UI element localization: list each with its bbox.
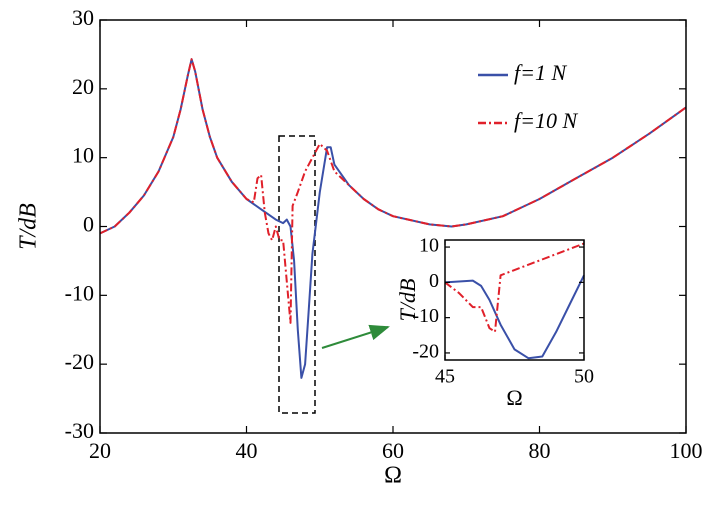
y-axis-label: T/dB xyxy=(16,203,42,250)
series-line xyxy=(99,58,687,324)
axes-frame xyxy=(444,239,585,361)
inset-background xyxy=(445,240,584,360)
y-tick-label: 10 xyxy=(72,143,94,168)
x-tick-label: 40 xyxy=(236,438,258,463)
x-axis-label: Ω xyxy=(506,385,522,410)
y-tick-label: -10 xyxy=(65,280,94,305)
zoom-box xyxy=(278,135,316,414)
y-tick-label: 10 xyxy=(419,235,439,257)
y-tick-label: -20 xyxy=(65,349,94,374)
x-tick-label: 100 xyxy=(670,438,703,463)
axes-frame xyxy=(99,19,687,434)
y-tick-label: -10 xyxy=(412,305,439,327)
y-tick-label: -20 xyxy=(412,341,439,363)
y-tick-label: 0 xyxy=(83,212,94,237)
legend-label: f=1 N xyxy=(514,60,567,85)
series-line xyxy=(99,58,687,379)
x-axis-label: Ω xyxy=(384,463,402,489)
x-tick-label: 60 xyxy=(382,438,404,463)
zoom-arrow xyxy=(321,324,390,349)
x-tick-label: 50 xyxy=(574,366,594,388)
y-tick-label: 20 xyxy=(72,74,94,99)
series-line xyxy=(444,274,585,360)
y-tick-label: -30 xyxy=(65,418,94,443)
x-tick-label: 45 xyxy=(435,366,455,388)
x-tick-label: 80 xyxy=(529,438,551,463)
y-tick-label: 0 xyxy=(429,270,439,292)
y-tick-label: 30 xyxy=(72,5,94,30)
series-line xyxy=(444,242,585,333)
x-tick-label: 20 xyxy=(89,438,111,463)
legend-label: f=10 N xyxy=(514,108,578,133)
y-axis-label: T/dB xyxy=(395,279,420,322)
